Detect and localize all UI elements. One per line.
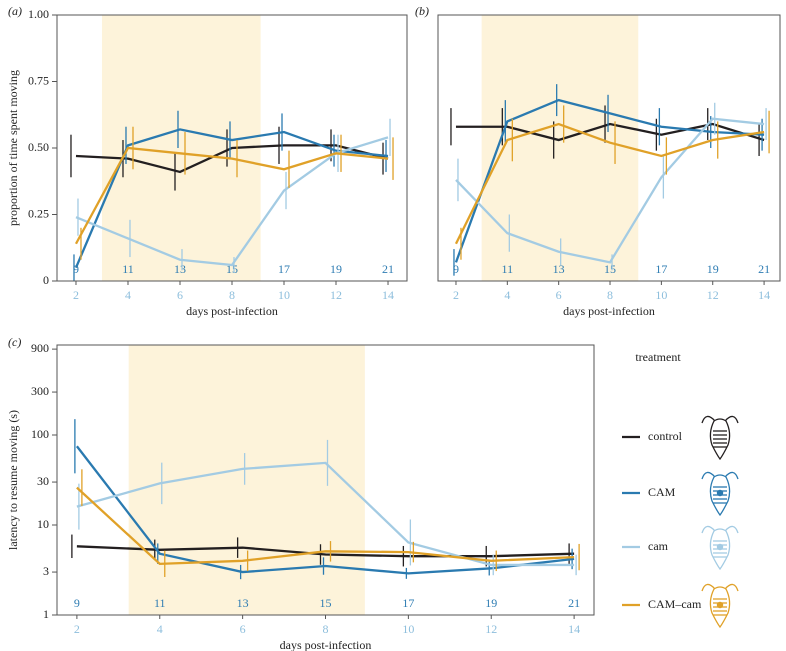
series-line: [454, 98, 765, 263]
x2-tick-label: 11: [154, 596, 166, 610]
series-line: [75, 144, 389, 174]
y-tick-label: 900: [31, 341, 49, 355]
series-line: [74, 146, 389, 245]
legend-label: cam: [648, 539, 669, 553]
icon-antenna: [701, 583, 739, 592]
y-tick-label: 3: [43, 564, 49, 578]
x-tick-label: 12: [485, 622, 497, 636]
plot-frame: [56, 14, 408, 282]
x-axis-label: days post-infection: [280, 638, 372, 651]
x-tick-label: 6: [240, 622, 246, 636]
x-tick-label: 4: [125, 288, 131, 302]
x-tick-label: 4: [504, 288, 510, 302]
legend-label: CAM–cam: [648, 597, 702, 611]
x2-tick-label: 17: [655, 262, 667, 276]
y-tick-label: 0: [43, 273, 49, 287]
daphnia-icon: [701, 583, 739, 629]
y-tick-label: 1.00: [28, 7, 49, 21]
series-line: [455, 117, 765, 264]
panel-label: (b): [415, 4, 429, 18]
y-tick-label: 0.25: [28, 206, 49, 220]
y-axis-label: latency to resume moving (s): [6, 410, 20, 550]
series-line: [454, 122, 765, 245]
icon-antenna: [701, 471, 739, 480]
x2-tick-label: 9: [74, 596, 80, 610]
x-tick-label: 14: [758, 288, 770, 302]
x-tick-label: 2: [453, 288, 459, 302]
legend-label: CAM: [648, 485, 676, 499]
x2-tick-label: 19: [707, 262, 719, 276]
x2-tick-label: 21: [382, 262, 394, 276]
icon-spot: [716, 601, 724, 609]
x-tick-label: 2: [73, 288, 79, 302]
x-tick-label: 10: [655, 288, 667, 302]
y-tick-label: 0.50: [28, 140, 49, 154]
daphnia-icon: [701, 471, 739, 517]
x2-tick-label: 15: [604, 262, 616, 276]
series-line: [76, 461, 575, 567]
x-axis-label: days post-infection: [563, 304, 655, 318]
x2-tick-label: 11: [122, 262, 134, 276]
x2-tick-label: 15: [320, 596, 332, 610]
x-tick-label: 6: [177, 288, 183, 302]
x2-tick-label: 13: [174, 262, 186, 276]
y-tick-label: 1: [43, 607, 49, 621]
icon-spot: [716, 489, 724, 497]
icon-spot: [716, 543, 724, 551]
x-tick-label: 10: [402, 622, 414, 636]
x-tick-label: 14: [568, 622, 580, 636]
x2-tick-label: 11: [502, 262, 514, 276]
daphnia-icon: [701, 415, 739, 461]
y-tick-label: 0.75: [28, 73, 49, 87]
x2-tick-label: 19: [330, 262, 342, 276]
x-axis-label: days post-infection: [186, 304, 278, 318]
x-tick-label: 4: [157, 622, 163, 636]
series-line: [74, 128, 389, 269]
plot-frame: [56, 344, 595, 616]
y-tick-label: 300: [31, 384, 49, 398]
x-tick-label: 2: [74, 622, 80, 636]
x2-tick-label: 17: [278, 262, 290, 276]
y-axis-label: proportion of time spent moving: [6, 70, 20, 226]
x2-tick-label: 17: [402, 596, 414, 610]
shaded-period: [128, 345, 365, 615]
x-tick-label: 12: [330, 288, 342, 302]
series-line: [76, 486, 575, 566]
icon-antenna: [701, 415, 739, 424]
shaded-period: [481, 15, 639, 281]
y-tick-label: 100: [31, 427, 49, 441]
x-tick-label: 6: [556, 288, 562, 302]
x2-tick-label: 19: [485, 596, 497, 610]
legend-title: treatment: [635, 350, 681, 364]
x-tick-label: 14: [382, 288, 394, 302]
daphnia-icon: [701, 525, 739, 571]
series-line: [76, 545, 575, 558]
series-line: [455, 122, 765, 142]
y-tick-label: 30: [37, 474, 49, 488]
x-tick-label: 8: [323, 622, 329, 636]
x2-tick-label: 21: [568, 596, 580, 610]
panel-label: (c): [8, 335, 21, 349]
x2-tick-label: 13: [553, 262, 565, 276]
plot-frame: [437, 14, 781, 282]
x2-tick-label: 9: [73, 262, 79, 276]
icon-antenna: [701, 525, 739, 534]
x2-tick-label: 9: [453, 262, 459, 276]
panel-label: (a): [8, 4, 22, 18]
legend-label: control: [648, 429, 683, 443]
series-line: [75, 445, 575, 575]
y-tick-label: 10: [37, 517, 49, 531]
x-tick-label: 8: [607, 288, 613, 302]
x-tick-label: 12: [707, 288, 719, 302]
x2-tick-label: 21: [758, 262, 770, 276]
x2-tick-label: 13: [237, 596, 249, 610]
x-tick-label: 8: [229, 288, 235, 302]
x-tick-label: 10: [278, 288, 290, 302]
